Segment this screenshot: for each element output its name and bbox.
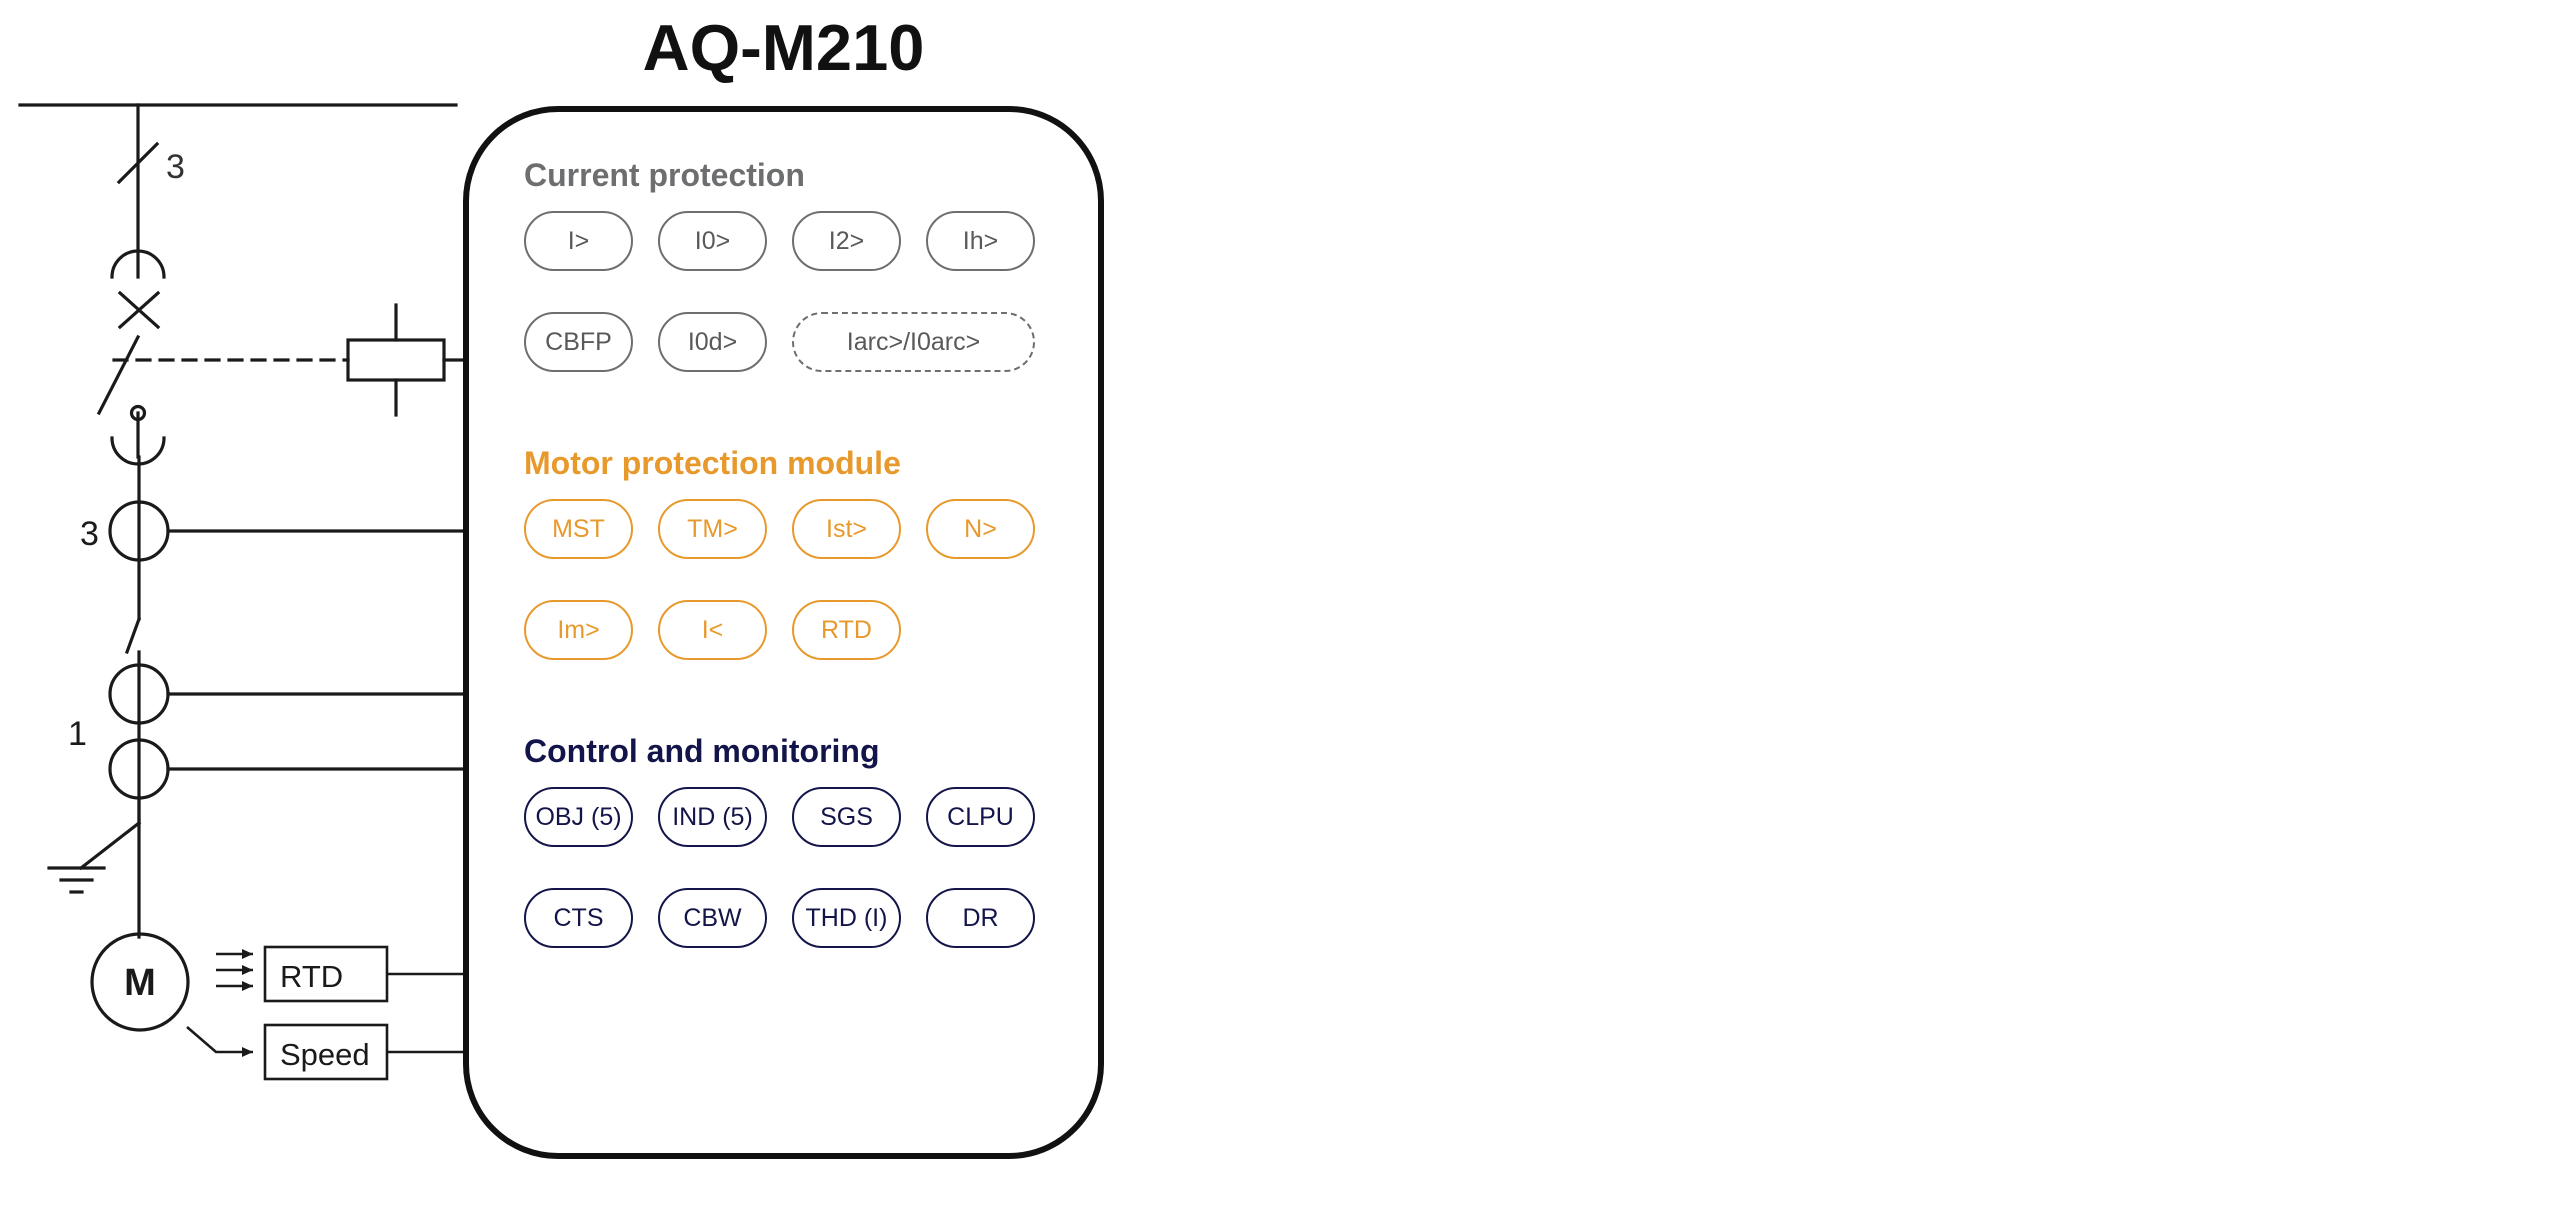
svg-text:1: 1	[68, 715, 87, 753]
svg-text:RTD: RTD	[280, 959, 343, 994]
svg-text:Speed: Speed	[280, 1037, 370, 1072]
svg-text:3: 3	[166, 148, 185, 186]
svg-text:3: 3	[80, 515, 99, 553]
svg-text:M: M	[124, 962, 156, 1004]
